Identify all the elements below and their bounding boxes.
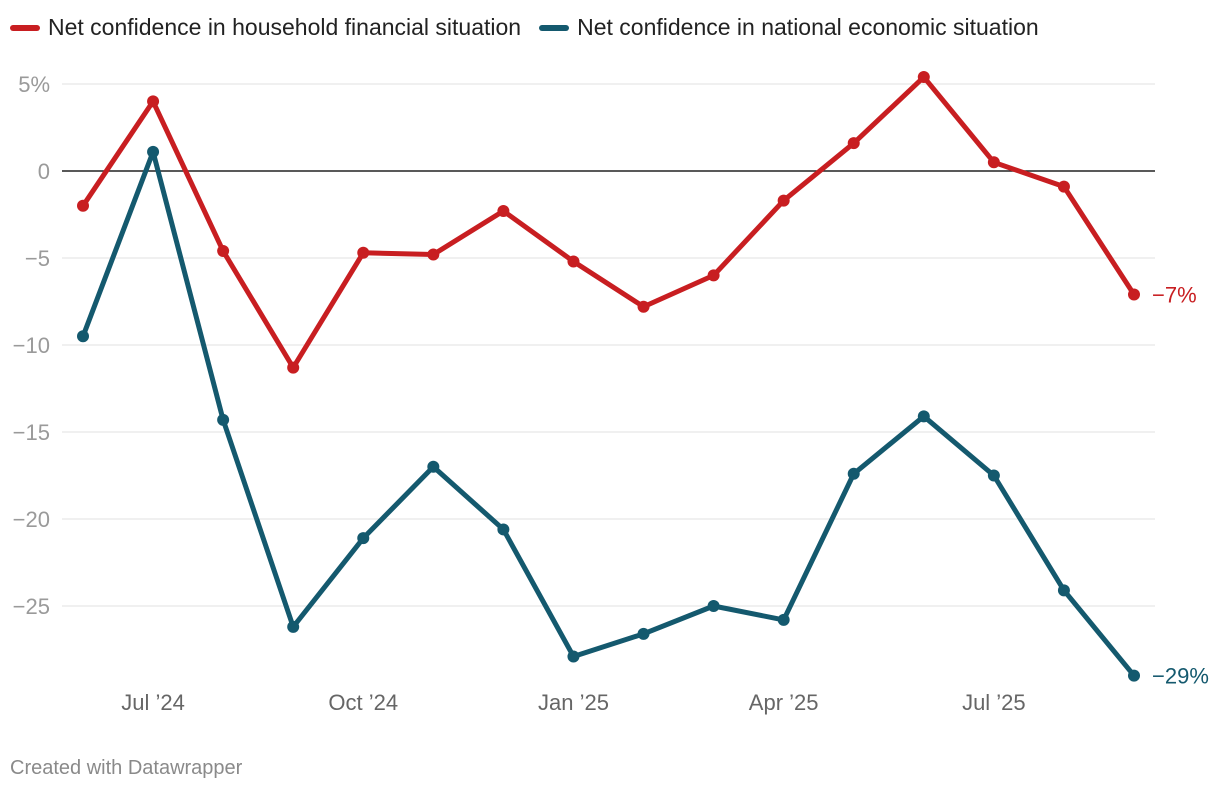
y-tick-label: 5%	[18, 72, 50, 97]
data-point-household	[217, 245, 230, 258]
y-tick-label: −15	[13, 420, 50, 445]
data-point-national	[1057, 584, 1070, 597]
data-point-household	[77, 199, 89, 212]
data-point-household	[637, 300, 650, 313]
data-point-national	[567, 650, 580, 663]
data-point-national	[1128, 669, 1140, 682]
end-label-national: −29%	[1152, 664, 1209, 689]
data-point-national	[147, 145, 160, 158]
data-point-household	[777, 194, 790, 207]
y-tick-label: −20	[13, 507, 50, 532]
legend-swatch-household	[10, 24, 40, 31]
data-point-national	[287, 620, 300, 633]
data-point-national	[427, 460, 440, 473]
data-point-household	[707, 269, 720, 282]
data-point-household	[357, 246, 370, 259]
x-tick-label: Jul ’24	[121, 690, 185, 715]
data-point-national	[357, 532, 370, 545]
series-line-household	[80, 74, 1137, 371]
data-point-national	[637, 627, 650, 640]
data-point-national	[217, 413, 230, 426]
legend-swatch-national	[539, 24, 570, 31]
data-point-household	[847, 137, 860, 150]
legend-item-national: Net confidence in national economic situ…	[539, 14, 1039, 41]
y-tick-label: −10	[13, 333, 50, 358]
data-point-household	[287, 361, 300, 374]
series-line-national	[80, 149, 1137, 679]
end-label-household: −7%	[1152, 283, 1197, 308]
y-tick-label: 0	[38, 159, 50, 184]
x-tick-label: Oct ’24	[328, 690, 398, 715]
data-point-national	[847, 467, 860, 480]
data-point-national	[987, 469, 1000, 482]
data-point-national	[917, 410, 930, 423]
data-point-household	[917, 71, 930, 84]
data-point-national	[497, 523, 510, 536]
data-point-national	[707, 600, 720, 612]
y-tick-label: −25	[13, 594, 50, 619]
data-point-household	[1057, 180, 1070, 193]
legend-item-household: Net confidence in household financial si…	[10, 14, 521, 41]
x-tick-label: Jan ’25	[538, 690, 609, 715]
data-point-household	[427, 248, 440, 261]
legend-label-household: Net confidence in household financial si…	[48, 14, 522, 40]
data-point-household	[1128, 288, 1140, 301]
data-point-household	[987, 156, 1000, 169]
data-point-household	[567, 255, 580, 268]
legend-label-national: Net confidence in national economic situ…	[577, 14, 1039, 40]
data-point-household	[147, 95, 160, 108]
footer-credit: Created with Datawrapper	[10, 757, 243, 779]
y-tick-label: −5	[25, 246, 50, 271]
data-point-national	[77, 330, 89, 343]
data-point-household	[497, 205, 510, 218]
x-tick-label: Jul ’25	[962, 690, 1026, 715]
data-point-national	[777, 613, 790, 626]
x-tick-label: Apr ’25	[749, 690, 819, 715]
legend: Net confidence in household financial si…	[10, 14, 1039, 41]
